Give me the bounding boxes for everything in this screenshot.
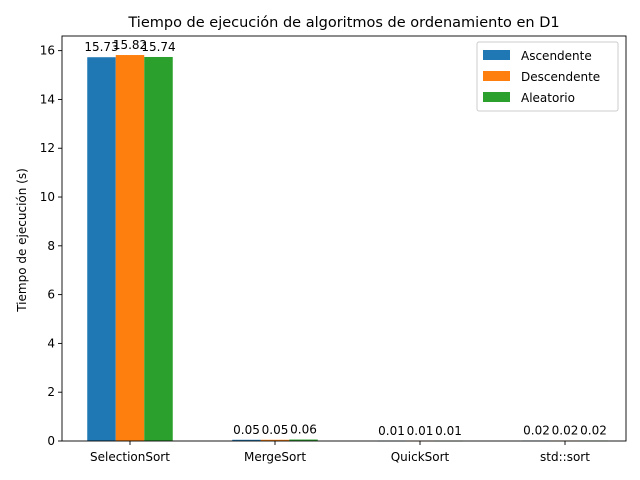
- chart-title: Tiempo de ejecución de algoritmos de ord…: [127, 15, 559, 31]
- bar-value-label: 0.02: [523, 424, 550, 438]
- y-tick-label: 2: [47, 385, 55, 399]
- legend-swatch: [483, 71, 510, 81]
- bar-descendente-2: [260, 439, 290, 441]
- bar-value-label: 15.82: [113, 38, 147, 52]
- legend-box: [476, 41, 619, 112]
- y-tick-label: 12: [40, 141, 55, 155]
- bar-value-label: 15.74: [141, 40, 175, 54]
- y-tick-label: 0: [47, 434, 55, 448]
- bar-descendente-1: [115, 55, 145, 441]
- plot-frame: [61, 35, 627, 442]
- bar-ascendente-1: [87, 57, 116, 441]
- y-tick-label: 4: [47, 336, 55, 350]
- plot-area: 15.73 0.05 0.01 0.02 15.82 0.05 0.01 0.02 15.74 0…: [40, 35, 627, 464]
- bar-value-label: 0.02: [580, 424, 607, 438]
- bar-ascendente-2: [232, 439, 261, 441]
- bar-value-label: 15.73: [84, 40, 118, 54]
- y-tick-label: 14: [40, 92, 55, 106]
- legend-swatch: [483, 50, 510, 60]
- bar-value-label: 0.01: [378, 424, 405, 438]
- bar-value-label: 0.06: [290, 423, 317, 437]
- bar-aleatorio-2: [289, 439, 318, 441]
- legend-swatch: [483, 92, 510, 102]
- bar-value-label: 0.01: [407, 424, 434, 438]
- y-tick-label: 8: [47, 239, 55, 253]
- bar-aleatorio-1: [144, 56, 173, 441]
- legend-label: Aleatorio: [521, 91, 575, 105]
- legend: Ascendente Descendente Aleatorio: [476, 41, 619, 112]
- legend-label: Ascendente: [521, 49, 592, 63]
- bar-value-label: 0.05: [262, 423, 289, 437]
- x-tick-label: MergeSort: [244, 450, 306, 464]
- legend-label: Descendente: [521, 70, 600, 84]
- y-tick-label: 10: [40, 190, 55, 204]
- x-tick-label: std::sort: [540, 450, 590, 464]
- y-tick-label: 16: [40, 44, 55, 58]
- x-tick-label: SelectionSort: [90, 450, 170, 464]
- y-tick-label: 6: [47, 288, 55, 302]
- bar-value-label: 0.02: [552, 424, 579, 438]
- x-tick-label: QuickSort: [391, 450, 450, 464]
- y-axis-label: Tiempo de ejecución (s): [15, 168, 29, 313]
- bar-value-label: 0.05: [233, 423, 260, 437]
- bar-value-label: 0.01: [435, 424, 462, 438]
